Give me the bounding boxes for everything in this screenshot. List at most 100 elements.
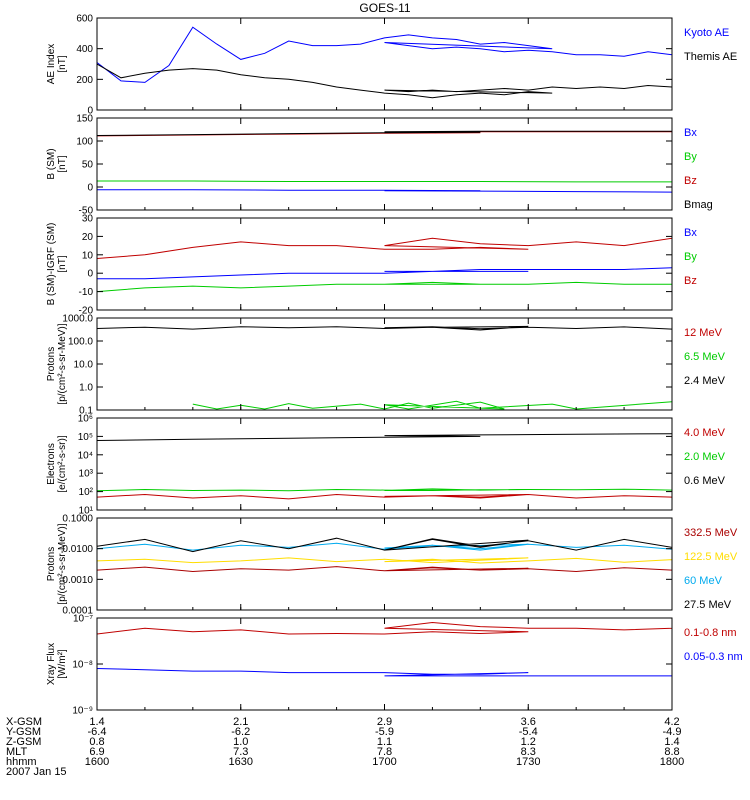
y-tick-label-xray-1: 10⁻⁸ [72, 660, 93, 671]
panel-db: -20 -10 0 10 20 30 B (SM)-IGRF (SM) [nT] Bx By Bz [46, 214, 697, 317]
series-line-db-1 [97, 280, 672, 293]
y-tick-label-db-1: -10 [79, 287, 94, 298]
ephemeris-value-1-1: -6.2 [231, 726, 250, 738]
series-line-ae-0 [97, 26, 672, 83]
y-tick-label-ae-0: 0 [87, 106, 93, 117]
ephemeris-value-2-3: 1.2 [521, 736, 536, 748]
ephemeris-value-0-2: 2.9 [377, 716, 392, 728]
panel-electrons: 10¹ 10² 10³ 10⁴ 10⁵ 10⁶ Electrons [e/(cm²-s-sr)… [46, 414, 726, 517]
legend-entry-b-2: Bz [684, 175, 697, 187]
series-line-ae-1 [97, 63, 672, 99]
legend-entry-protons1-2: 2.4 MeV [684, 375, 726, 387]
series-line-electrons-1 [97, 488, 672, 492]
y-tick-label-protons2-3: 0.1000 [62, 514, 93, 525]
chart-title: GOES-11 [359, 1, 410, 15]
ephemeris-value-4-1: 1630 [229, 756, 253, 768]
ephemeris-value-0-4: 4.2 [664, 716, 679, 728]
y-axis-label-protons1-1: [p/(cm²-s-sr-MeV)] [57, 323, 68, 404]
y-tick-label-protons2-2: 0.0100 [62, 544, 93, 555]
y-tick-label-protons2-0: 0.0001 [62, 606, 93, 617]
y-axis-label-db-0: B (SM)-IGRF (SM) [46, 223, 57, 306]
legend-entry-electrons-2: 0.6 MeV [684, 475, 726, 487]
panel-xray: 10⁻⁹ 10⁻⁸ 10⁻⁷ Xray Flux [W/m²] 0.1-0.8 nm 0.0… [46, 614, 743, 717]
y-axis-label-protons2-1: [p/(cm²-s-sr-MeV)] [57, 523, 68, 604]
ephemeris-value-4-2: 1700 [372, 756, 396, 768]
ephemeris-value-2-1: 1.0 [233, 736, 248, 748]
series-line-protons2-3 [97, 537, 672, 553]
legend-entry-db-2: Bz [684, 275, 697, 287]
ephemeris-label-3: MLT [6, 746, 27, 758]
y-tick-label-db-2: 0 [87, 269, 93, 280]
legend-entry-protons1-0: 12 MeV [684, 327, 723, 339]
y-tick-label-electrons-0: 10¹ [79, 506, 94, 517]
y-tick-label-ae-2: 400 [76, 44, 93, 55]
ephemeris-value-2-0: 0.8 [89, 736, 104, 748]
series-line-b-0 [97, 189, 672, 193]
y-tick-label-b-4: 150 [76, 114, 93, 125]
y-tick-label-db-0: -20 [79, 306, 94, 317]
y-axis-label-electrons-0: Electrons [46, 443, 57, 485]
panel-frame-protons2 [96, 517, 673, 611]
ephemeris-value-1-3: -5.4 [519, 726, 538, 738]
y-tick-label-protons1-1: 1.0 [79, 383, 93, 394]
ephemeris-value-1-4: -4.9 [663, 726, 682, 738]
ephemeris-date: 2007 Jan 15 [6, 766, 67, 778]
series-line-b-1 [97, 180, 672, 183]
series-line-protons1-1 [192, 400, 672, 410]
series-line-b-3 [97, 130, 672, 136]
legend-entry-db-0: Bx [684, 227, 697, 239]
y-tick-label-b-1: 0 [87, 183, 93, 194]
ephemeris-value-0-3: 3.6 [521, 716, 536, 728]
series-line-protons2-0 [97, 566, 672, 580]
ephemeris-value-0-0: 1.4 [89, 716, 104, 728]
y-tick-label-protons1-4: 1000.0 [62, 314, 93, 325]
panel-protons1: 0.1 1.0 10.0 100.0 1000.0 Protons [p/(cm²-s-sr… [46, 314, 726, 417]
legend-entry-b-3: Bmag [684, 199, 713, 211]
panel-frame-db [96, 217, 673, 311]
legend-entry-protons2-1: 122.5 MeV [684, 551, 738, 563]
ephemeris-value-3-2: 7.8 [377, 746, 392, 758]
y-tick-label-electrons-5: 10⁶ [78, 414, 93, 425]
y-tick-label-db-5: 30 [82, 214, 94, 225]
y-axis-label-protons1-0: Protons [46, 347, 57, 381]
ephemeris-value-4-4: 1800 [660, 756, 684, 768]
legend-entry-protons2-2: 60 MeV [684, 575, 723, 587]
legend-entry-b-0: Bx [684, 127, 697, 139]
y-tick-label-protons1-0: 0.1 [79, 406, 93, 417]
ephemeris-label-2: Z-GSM [6, 736, 41, 748]
panel-protons2: 0.0001 0.0010 0.0100 0.1000 Protons [p/(cm²-s… [46, 514, 738, 617]
panel-frame-ae [96, 17, 673, 111]
series-line-electrons-2 [97, 432, 672, 441]
ephemeris-value-1-0: -6.4 [88, 726, 107, 738]
y-axis-label-b-0: B (SM) [46, 148, 57, 179]
y-tick-label-protons1-2: 10.0 [74, 360, 94, 371]
ephemeris-value-3-1: 7.3 [233, 746, 248, 758]
ephemeris-value-1-2: -5.9 [375, 726, 394, 738]
ephemeris-value-2-2: 1.1 [377, 736, 392, 748]
series-line-protons2-2 [97, 542, 672, 551]
y-tick-label-xray-0: 10⁻⁹ [72, 706, 93, 717]
y-axis-label-ae-0: AE Index [46, 44, 57, 85]
series-line-db-0 [97, 267, 672, 280]
ephemeris-value-3-3: 8.3 [521, 746, 536, 758]
legend-entry-protons1-1: 6.5 MeV [684, 351, 726, 363]
ephemeris-label-4: hhmm [6, 756, 37, 768]
y-tick-label-protons1-3: 100.0 [68, 337, 93, 348]
y-axis-label-protons2-0: Protons [46, 547, 57, 581]
legend-entry-db-1: By [684, 251, 697, 263]
legend-entry-electrons-0: 4.0 MeV [684, 427, 726, 439]
panel-frame-xray [96, 617, 673, 711]
y-tick-label-b-2: 50 [82, 160, 94, 171]
series-line-xray-1 [97, 668, 672, 678]
y-axis-label-electrons-1: [e/(cm²-s-sr)] [57, 435, 68, 492]
y-axis-label-xray-1: [W/m²] [57, 649, 68, 679]
panel-ae: 0 200 400 600 AE Index [nT] Kyoto AE Themis AE [46, 14, 737, 117]
panel-b: -50 0 50 100 150 B (SM) [nT] Bx By Bz Bmag [46, 114, 713, 217]
y-axis-label-db-1: [nT] [57, 255, 68, 272]
ephemeris-value-4-0: 1600 [85, 756, 109, 768]
series-line-xray-0 [97, 621, 672, 635]
ephemeris-label-0: X-GSM [6, 716, 42, 728]
y-tick-label-electrons-3: 10⁴ [78, 450, 93, 461]
